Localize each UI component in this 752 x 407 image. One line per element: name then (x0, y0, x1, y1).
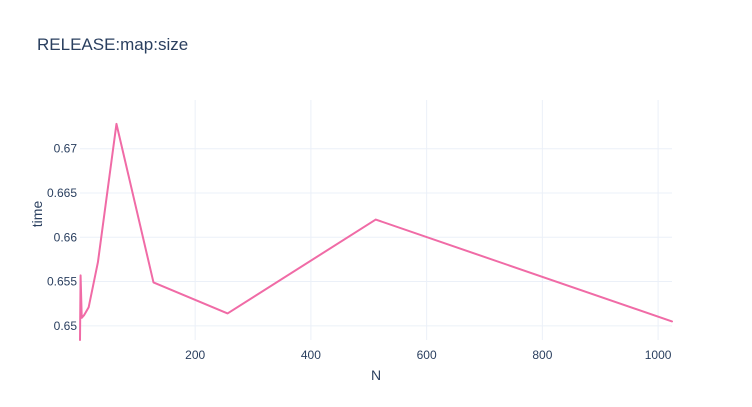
y-axis-ticks: 0.65 0.655 0.66 0.665 0.67 (47, 142, 77, 333)
x-tick-label: 600 (417, 348, 437, 362)
y-tick-label: 0.66 (54, 230, 78, 244)
x-tick-label: 200 (185, 348, 205, 362)
x-axis-title: N (371, 367, 381, 383)
y-tick-label: 0.65 (54, 319, 78, 333)
y-tick-label: 0.655 (47, 275, 77, 289)
series-layer (79, 122, 673, 341)
y-tick-label: 0.665 (47, 186, 77, 200)
series-line-0 (79, 122, 673, 341)
x-axis-ticks: 200 400 600 800 1000 (185, 348, 672, 362)
grid (80, 100, 672, 340)
x-tick-label: 800 (532, 348, 552, 362)
y-tick-label: 0.67 (54, 142, 78, 156)
x-tick-label: 1000 (645, 348, 672, 362)
y-axis-title: time (29, 201, 45, 228)
chart-title: RELEASE:map:size (37, 35, 188, 54)
x-tick-label: 400 (301, 348, 321, 362)
